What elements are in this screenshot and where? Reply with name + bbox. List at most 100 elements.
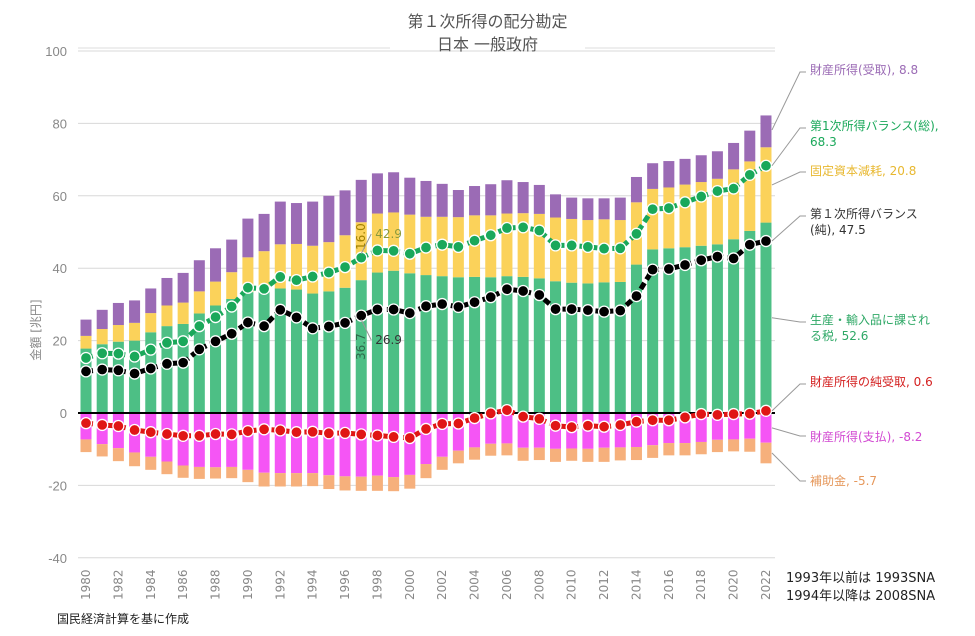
series-marker <box>160 357 174 370</box>
series-marker <box>403 431 416 445</box>
bar-segment <box>469 276 481 413</box>
sna-note-1: 1993年以前は 1993SNA <box>786 571 936 586</box>
x-tick-label: 2010 <box>565 569 579 600</box>
series-marker <box>274 270 287 284</box>
y-tick-label: -20 <box>48 478 67 493</box>
x-tick-label: 1982 <box>111 569 125 600</box>
bar-segment <box>226 466 238 479</box>
series-marker <box>112 347 125 360</box>
bar-segment <box>517 447 529 461</box>
bar-segment <box>663 413 675 444</box>
series-marker <box>225 327 238 340</box>
bar-segment <box>388 172 400 213</box>
annotation-label: 財産所得の純受取, 0.6 <box>810 374 933 389</box>
bar-segment <box>323 195 335 243</box>
annotation-leader <box>771 215 806 242</box>
annotation-leader <box>771 383 806 412</box>
series-marker <box>549 239 562 252</box>
series-marker <box>695 190 708 203</box>
series-marker <box>96 363 109 376</box>
bar-segment <box>711 244 723 413</box>
bar-segment <box>307 473 319 487</box>
series-marker <box>759 404 773 417</box>
series-marker <box>452 240 465 253</box>
series-marker <box>662 201 675 215</box>
series-marker <box>678 258 692 272</box>
bar-segment <box>533 213 545 279</box>
series-marker <box>209 427 222 441</box>
bar-segment <box>404 273 416 413</box>
bar-segment <box>630 264 642 413</box>
series-marker <box>759 234 773 248</box>
series-marker <box>581 240 595 253</box>
bar-segment <box>193 313 205 413</box>
bar-segment <box>550 448 562 462</box>
bar-segment <box>307 201 319 246</box>
bar-segment <box>355 280 367 413</box>
bar-segment <box>226 239 238 273</box>
bar-segment <box>485 184 497 216</box>
bar-segment <box>420 180 432 217</box>
inline-label: 42.9 <box>375 227 402 241</box>
inline-leader <box>360 319 372 341</box>
annotation-label: 第１次所得バランス <box>810 206 918 221</box>
series-marker <box>128 423 141 437</box>
bar-segment <box>647 413 659 446</box>
series-marker <box>241 281 255 294</box>
series-marker <box>500 221 514 235</box>
x-tick-label: 2014 <box>629 569 643 600</box>
x-tick-label: 1996 <box>338 569 352 600</box>
bar-segment <box>388 477 400 492</box>
annotation-label: 生産・輸入品に課され <box>810 312 930 327</box>
bar-segment <box>112 341 124 413</box>
series-marker <box>484 291 497 304</box>
series-marker <box>322 427 336 440</box>
bar-segment <box>728 439 740 452</box>
bar-segment <box>210 248 222 282</box>
bar-segment <box>80 335 92 349</box>
y-axis-label: 金額 [兆円] <box>28 299 43 360</box>
bar-segment <box>582 448 594 462</box>
chart-subtitle: 日本 一般政府 <box>436 35 539 54</box>
bar-segment <box>96 444 108 457</box>
bar-segment <box>242 292 254 413</box>
bar-segment <box>744 130 756 162</box>
x-tick-label: 2018 <box>694 569 708 600</box>
series-marker <box>371 244 384 257</box>
bar-segment <box>161 305 173 327</box>
series-marker <box>468 296 481 309</box>
bar-segment <box>533 184 545 214</box>
bar-segment <box>760 147 772 223</box>
bar-segment <box>323 475 335 490</box>
bar-segment <box>404 214 416 274</box>
bar-segment <box>145 456 157 470</box>
bar-segment <box>242 469 254 483</box>
bar-segment <box>307 413 319 474</box>
bar-segment <box>728 239 740 413</box>
series-marker <box>695 254 708 267</box>
series-marker <box>727 252 740 265</box>
series-marker <box>549 302 562 316</box>
sna-note-2: 1994年以降は 2008SNA <box>786 589 936 604</box>
bar-segment <box>679 413 691 444</box>
bar-segment <box>420 275 432 413</box>
series-marker <box>241 316 255 329</box>
bar-segment <box>339 190 351 236</box>
series-marker <box>371 303 384 316</box>
series-marker <box>257 282 271 295</box>
series-marker <box>387 430 400 444</box>
bar-segment <box>436 413 448 457</box>
bar-segment <box>744 413 756 439</box>
series-marker <box>257 319 271 333</box>
series-marker <box>484 407 497 420</box>
series-marker <box>371 429 384 442</box>
series-marker <box>160 336 174 349</box>
series-marker <box>274 303 287 316</box>
series-marker <box>597 242 611 255</box>
bar-segment <box>679 158 691 185</box>
series-marker <box>597 305 611 318</box>
bar-segment <box>436 276 448 413</box>
inline-label: 26.9 <box>375 333 402 347</box>
bar-segment <box>695 413 707 442</box>
bar-segment <box>550 281 562 413</box>
